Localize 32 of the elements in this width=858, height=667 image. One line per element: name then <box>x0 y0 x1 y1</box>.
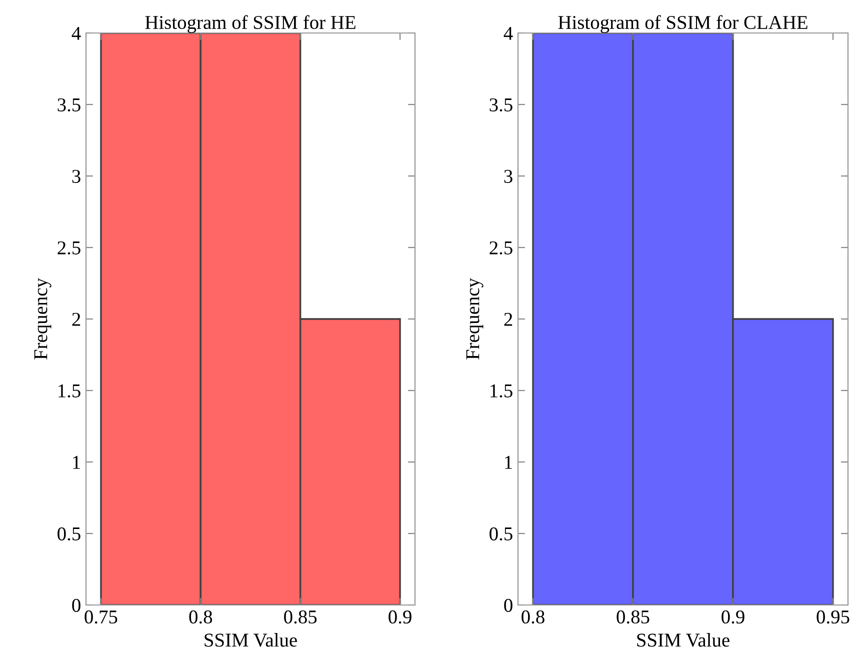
x-tick-label: 0.8 <box>189 610 212 624</box>
y-tick-label: 3.5 <box>490 98 512 112</box>
y-tick-label: 1 <box>73 456 80 469</box>
y-tick-label: 4 <box>72 26 81 40</box>
chart-title: Histogram of SSIM for CLAHE <box>558 15 808 34</box>
y-tick-label: 3 <box>72 170 80 183</box>
y-tick-label: 1.5 <box>58 384 80 398</box>
y-tick-label: 2 <box>72 312 80 326</box>
y-tick-label: 0.5 <box>58 527 80 541</box>
y-tick-label: 3 <box>504 170 512 183</box>
x-tick-label: 0.75 <box>84 610 118 624</box>
y-tick-label: 0.5 <box>490 527 512 541</box>
y-tick-label: 2.5 <box>58 241 80 255</box>
x-tick-label: 0.9 <box>722 610 744 624</box>
x-tick-label: 0.85 <box>284 610 317 624</box>
y-tick-label: 0 <box>72 598 80 612</box>
y-tick-label: 2.5 <box>490 241 512 255</box>
x-axis-title: SSIM Value <box>637 633 730 647</box>
x-tick-label: 0.95 <box>816 610 850 624</box>
y-tick-label: 4 <box>504 26 513 40</box>
x-axis-title: SSIM Value <box>204 633 297 647</box>
y-tick-label: 2 <box>504 312 512 326</box>
y-axis-title: Frequency <box>34 278 52 360</box>
x-tick-label: 0.9 <box>388 610 412 624</box>
x-tick-label: 0.8 <box>522 610 544 624</box>
x-tick-label: 0.85 <box>616 610 650 624</box>
y-tick-label: 3.5 <box>58 98 80 112</box>
y-tick-label: 0 <box>504 598 512 612</box>
y-axis-title: Frequency <box>466 278 484 360</box>
chart-title: Histogram of SSIM for HE <box>145 15 356 34</box>
y-tick-label: 1.5 <box>490 384 512 398</box>
y-tick-label: 1 <box>505 456 512 469</box>
